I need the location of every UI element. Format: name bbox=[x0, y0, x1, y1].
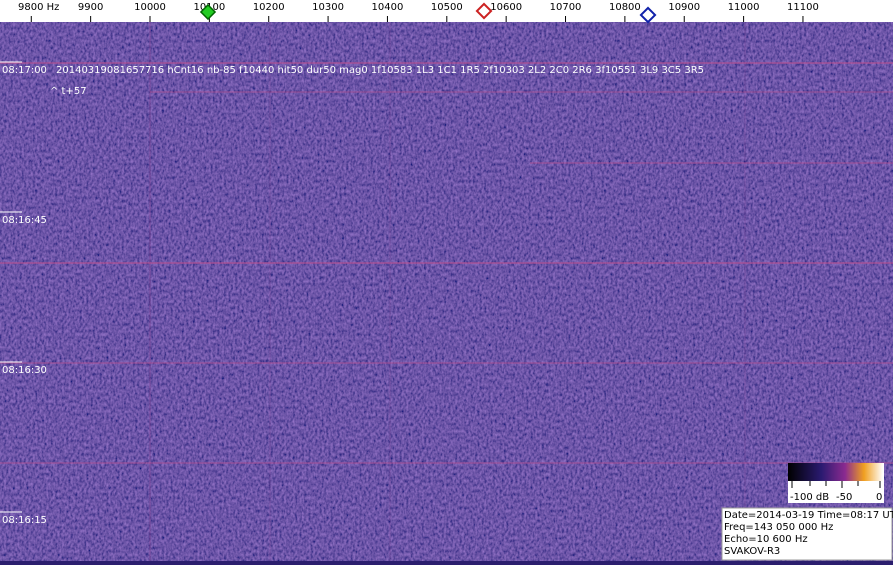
detection-offset: ^ t+57 bbox=[50, 86, 87, 97]
ruler-label: 10700 bbox=[550, 2, 582, 13]
time-label: 08:17:00 bbox=[2, 65, 47, 76]
ruler-label: 10500 bbox=[431, 2, 463, 13]
colorbar-label: -50 bbox=[836, 492, 852, 503]
detection-text: 20140319081657716 hCnt16 nb-85 f10440 hi… bbox=[56, 65, 704, 76]
ruler-label: 9900 bbox=[78, 2, 103, 13]
ruler-label: 10200 bbox=[253, 2, 285, 13]
ruler-label: 9800 Hz bbox=[18, 2, 59, 13]
info-line: Date=2014-03-19 Time=08:17 UTC bbox=[724, 510, 893, 521]
time-label: 08:16:30 bbox=[2, 365, 47, 376]
waterfall-noise bbox=[0, 22, 893, 561]
marker-green[interactable] bbox=[199, 3, 217, 21]
colorbar-label: 0 bbox=[876, 492, 882, 503]
ruler-label: 10600 bbox=[490, 2, 522, 13]
marker-blue[interactable] bbox=[639, 6, 657, 24]
ruler-label: 10000 bbox=[134, 2, 166, 13]
colorbar-ticks bbox=[791, 481, 881, 488]
colorbar bbox=[788, 463, 883, 481]
colorbar-labels: -100 dB -50 0 bbox=[790, 492, 882, 503]
time-label: 08:16:15 bbox=[2, 515, 47, 526]
time-labels: 08:17:00 08:16:45 08:16:30 08:16:15 bbox=[0, 61, 47, 526]
ruler-label: 10900 bbox=[668, 2, 700, 13]
time-label: 08:16:45 bbox=[2, 215, 47, 226]
marker-red[interactable] bbox=[475, 2, 493, 20]
colorbar-label: -100 dB bbox=[790, 492, 829, 503]
info-box bbox=[721, 507, 893, 561]
markers bbox=[199, 2, 657, 24]
info-line: Freq=143 050 000 Hz bbox=[724, 522, 833, 533]
vertical-traces bbox=[149, 22, 746, 561]
ruler-label: 10300 bbox=[312, 2, 344, 13]
info-line: Echo=10 600 Hz bbox=[724, 534, 808, 545]
ruler-label: 11100 bbox=[787, 2, 819, 13]
ruler-labels: 9800 Hz990010000101001020010300104001050… bbox=[18, 2, 819, 22]
ruler-label: 10800 bbox=[609, 2, 641, 13]
info-line: SVAKOV-R3 bbox=[724, 546, 780, 557]
horizontal-traces bbox=[0, 62, 893, 464]
ruler-label: 10400 bbox=[372, 2, 404, 13]
ruler-label: 11000 bbox=[728, 2, 760, 13]
frequency-ruler bbox=[0, 0, 893, 22]
